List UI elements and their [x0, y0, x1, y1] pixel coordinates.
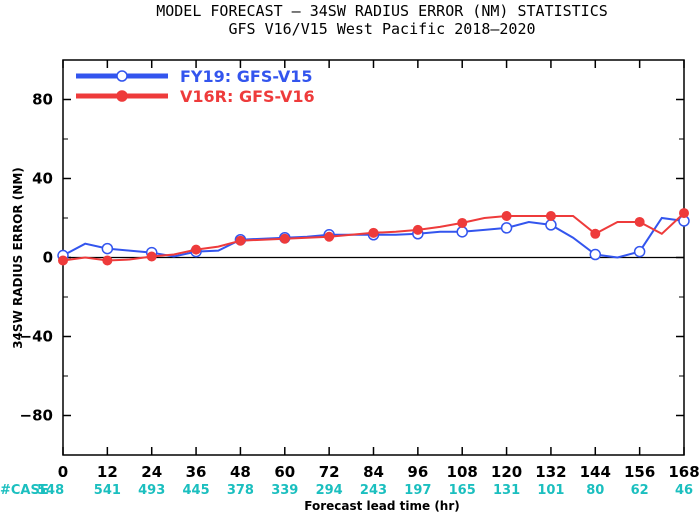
case-count: 294	[316, 483, 343, 498]
data-point	[191, 244, 202, 255]
legend-marker	[116, 90, 128, 102]
y-axis-label: 34SW RADIUS ERROR (NM)	[11, 167, 25, 349]
case-count: 46	[675, 483, 693, 498]
data-point	[634, 216, 645, 227]
x-axis: 0 12 24 36 48 60 72 84 96 108 120 132 144 156 168	[58, 60, 700, 481]
chart-subtitle: GFS V16/V15 West Pacific 2018–2020	[228, 20, 535, 38]
y-tick-label: −40	[20, 328, 53, 346]
x-tick-label: 120	[491, 463, 522, 481]
x-tick-label: 72	[319, 463, 340, 481]
data-point	[279, 233, 290, 244]
case-counts: #CASE 548 541 493 445 378 339 294 243 197 165 131 1…	[0, 483, 693, 498]
data-point	[412, 224, 423, 235]
data-point	[590, 228, 601, 239]
data-point	[324, 231, 335, 242]
x-tick-label: 156	[624, 463, 655, 481]
case-count: 548	[37, 483, 64, 498]
data-point	[545, 211, 556, 222]
legend-label: FY19: GFS-V15	[180, 67, 312, 86]
data-point	[101, 242, 114, 255]
chart-title: MODEL FORECAST – 34SW RADIUS ERROR (NM) …	[156, 2, 608, 20]
case-count: 131	[493, 483, 520, 498]
data-point	[368, 227, 379, 238]
x-tick-label: 84	[363, 463, 384, 481]
data-point	[633, 245, 646, 258]
data-point	[58, 255, 68, 266]
x-tick-label: 24	[141, 463, 162, 481]
case-count: 378	[227, 483, 254, 498]
x-tick-label: 36	[186, 463, 207, 481]
data-point	[102, 255, 113, 266]
case-count: 445	[183, 483, 210, 498]
legend-label: V16R: GFS-V16	[180, 87, 315, 106]
x-tick-label: 12	[97, 463, 118, 481]
series-layer	[57, 208, 690, 266]
x-tick-label: 144	[580, 463, 611, 481]
data-point	[457, 217, 468, 228]
y-axis: −80 −40 0 40 80	[20, 91, 684, 425]
data-point	[456, 226, 468, 238]
data-point	[589, 248, 602, 261]
data-point	[235, 235, 246, 246]
x-tick-label: 132	[535, 463, 566, 481]
x-tick-label: 0	[58, 463, 68, 481]
case-count: 197	[404, 483, 431, 498]
case-count: 339	[271, 483, 298, 498]
legend-marker	[116, 70, 128, 82]
x-tick-label: 108	[447, 463, 478, 481]
y-tick-label: 40	[32, 170, 53, 188]
x-axis-label: Forecast lead time (hr)	[304, 499, 460, 513]
y-tick-label: 80	[32, 91, 53, 109]
x-tick-label: 60	[274, 463, 295, 481]
case-count: 62	[631, 483, 649, 498]
case-count: 493	[138, 483, 165, 498]
x-tick-label: 48	[230, 463, 251, 481]
y-tick-label: −80	[20, 407, 53, 425]
data-point	[501, 211, 512, 222]
x-tick-label: 168	[668, 463, 699, 481]
data-point	[146, 251, 157, 262]
y-tick-label: 0	[43, 249, 53, 267]
case-label: #CASE	[0, 483, 49, 498]
x-tick-label: 96	[407, 463, 428, 481]
case-count: 80	[586, 483, 604, 498]
data-point	[679, 208, 689, 219]
data-point	[545, 219, 557, 231]
case-count: 101	[537, 483, 564, 498]
series-v16	[58, 208, 689, 266]
case-count: 541	[94, 483, 121, 498]
case-count: 243	[360, 483, 387, 498]
case-count: 165	[449, 483, 476, 498]
data-point	[500, 222, 513, 234]
